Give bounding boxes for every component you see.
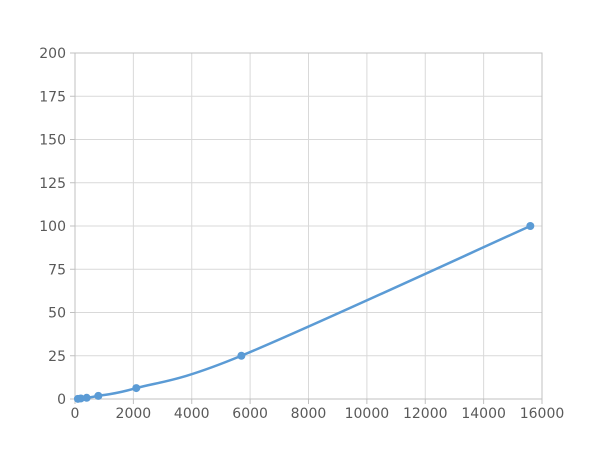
data-point-marker [237, 351, 246, 360]
x-tick-label: 16000 [520, 406, 565, 422]
data-point-marker [526, 222, 535, 230]
y-tick-label: 125 [39, 176, 66, 192]
y-tick-label: 0 [57, 392, 66, 408]
y-tick-label: 100 [39, 219, 66, 235]
x-tick-label: 12000 [403, 406, 448, 422]
x-tick-label: 6000 [232, 406, 268, 422]
data-point-marker [94, 391, 103, 400]
y-tick-label: 200 [39, 46, 66, 62]
data-point-marker [76, 394, 85, 403]
x-tick-label: 14000 [461, 406, 506, 422]
y-tick-label: 75 [48, 262, 66, 278]
x-tick-label: 0 [71, 406, 80, 422]
y-tick-label: 175 [39, 89, 66, 105]
y-tick-label: 25 [48, 349, 66, 365]
data-point-marker [132, 384, 141, 393]
y-tick-label: 50 [48, 306, 66, 322]
y-tick-label: 150 [39, 133, 66, 149]
x-tick-label: 4000 [174, 406, 210, 422]
x-tick-label: 2000 [116, 406, 152, 422]
x-tick-label: 10000 [345, 406, 390, 422]
data-point-marker [82, 393, 91, 402]
x-tick-label: 8000 [291, 406, 327, 422]
